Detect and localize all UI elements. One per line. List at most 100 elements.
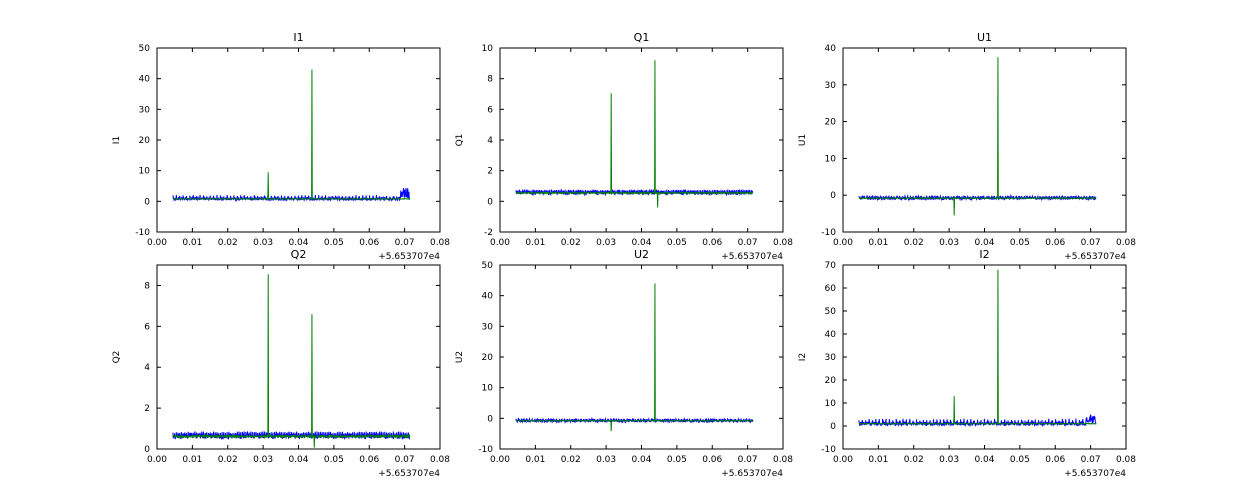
y-tick-label: 0 <box>830 191 836 201</box>
x-tick-label: 0.06 <box>359 455 379 465</box>
series-green <box>172 274 411 448</box>
subplot-u2: 0.00 0.01 0.02 0.03 0.04 0.05 0.06 0.07 0.08 -10 0… <box>455 248 793 479</box>
y-tick-label: 30 <box>825 353 837 363</box>
x-tick-label: 0.03 <box>253 455 273 465</box>
y-tick-label: 50 <box>825 307 837 317</box>
x-tick-label: 0.02 <box>904 238 924 248</box>
y-axis-label: U1 <box>798 134 808 146</box>
x-tick-label: 0.04 <box>974 455 994 465</box>
x-tick-label: 0.08 <box>1116 455 1136 465</box>
x-tick-label: 0.03 <box>596 455 616 465</box>
y-tick-label: -10 <box>821 228 836 238</box>
x-tick-label: 0.05 <box>667 238 687 248</box>
series-green <box>172 69 411 200</box>
y-tick-label: 10 <box>482 384 494 394</box>
x-tick-label: 0.04 <box>974 238 994 248</box>
y-tick-label: -10 <box>478 445 493 455</box>
x-tick-label: 0.02 <box>218 238 238 248</box>
y-tick-label: -10 <box>821 445 836 455</box>
y-tick-label: 6 <box>487 105 493 115</box>
x-tick-label: 0.04 <box>288 238 308 248</box>
y-tick-label: 2 <box>487 167 493 177</box>
x-offset-label: +5.653707e4 <box>378 469 440 479</box>
x-tick-label: 0.00 <box>490 455 510 465</box>
y-tick-label: 10 <box>825 399 837 409</box>
x-tick-label: 0.04 <box>631 455 651 465</box>
y-tick-label: 4 <box>144 363 150 373</box>
subplot-i1: 0.00 0.01 0.02 0.03 0.04 0.05 0.06 0.07 0.08 -10 0… <box>112 31 450 262</box>
x-tick-label: 0.07 <box>738 455 758 465</box>
series-green <box>515 283 754 432</box>
y-tick-label: 30 <box>482 322 494 332</box>
subplot-i2: 0.00 0.01 0.02 0.03 0.04 0.05 0.06 0.07 0.08 -10 0… <box>798 248 1136 479</box>
subplot-title: U1 <box>977 31 992 44</box>
x-offset-label: +5.653707e4 <box>378 252 440 262</box>
x-tick-label: 0.06 <box>1045 455 1065 465</box>
y-tick-label: 8 <box>144 281 150 291</box>
subplot-u1: 0.00 0.01 0.02 0.03 0.04 0.05 0.06 0.07 0.08 -10 0… <box>798 31 1136 262</box>
y-tick-label: 8 <box>487 75 493 85</box>
x-tick-label: 0.01 <box>182 238 202 248</box>
y-tick-label: 2 <box>144 404 150 414</box>
x-tick-label: 0.07 <box>1081 238 1101 248</box>
y-tick-label: 0 <box>830 422 836 432</box>
subplot-title: Q1 <box>634 31 650 44</box>
axes-frame <box>499 264 784 450</box>
x-tick-label: 0.00 <box>490 238 510 248</box>
y-axis-label: U2 <box>455 351 465 363</box>
y-tick-label: 0 <box>144 445 150 455</box>
y-tick-label: 50 <box>139 44 151 54</box>
x-tick-label: 0.05 <box>1010 455 1030 465</box>
x-tick-label: 0.05 <box>1010 238 1030 248</box>
axes-frame <box>499 47 784 233</box>
x-tick-label: 0.08 <box>430 238 450 248</box>
x-tick-label: 0.02 <box>561 455 581 465</box>
axes-frame <box>156 47 441 233</box>
x-tick-label: 0.01 <box>868 455 888 465</box>
x-tick-label: 0.06 <box>359 238 379 248</box>
x-tick-label: 0.07 <box>738 238 758 248</box>
y-tick-label: 0 <box>487 197 493 207</box>
y-tick-label: -2 <box>484 228 493 238</box>
x-tick-label: 0.07 <box>395 455 415 465</box>
axes-frame <box>156 264 441 450</box>
x-tick-label: 0.02 <box>904 455 924 465</box>
axes-frame <box>842 47 1127 233</box>
y-tick-label: 20 <box>139 136 151 146</box>
y-tick-label: 30 <box>139 105 151 115</box>
y-tick-label: 70 <box>825 261 837 271</box>
y-tick-label: 30 <box>825 81 837 91</box>
x-tick-label: 0.04 <box>288 455 308 465</box>
subplot-title: U2 <box>634 248 649 261</box>
x-offset-label: +5.653707e4 <box>721 469 783 479</box>
x-tick-label: 0.05 <box>324 455 344 465</box>
y-tick-label: 0 <box>487 414 493 424</box>
x-tick-label: 0.05 <box>324 238 344 248</box>
y-tick-label: 20 <box>825 118 837 128</box>
series-green <box>858 57 1097 216</box>
y-tick-label: 10 <box>482 44 494 54</box>
x-tick-label: 0.07 <box>1081 455 1101 465</box>
x-tick-label: 0.02 <box>561 238 581 248</box>
x-tick-label: 0.03 <box>939 238 959 248</box>
x-tick-label: 0.01 <box>525 238 545 248</box>
subplot-title: I1 <box>293 31 303 44</box>
x-tick-label: 0.04 <box>631 238 651 248</box>
x-tick-label: 0.00 <box>147 238 167 248</box>
axes-frame <box>842 264 1127 450</box>
subplot-title: Q2 <box>291 248 307 261</box>
x-tick-label: 0.06 <box>702 455 722 465</box>
x-offset-label: +5.653707e4 <box>1064 469 1126 479</box>
y-tick-label: 20 <box>482 353 494 363</box>
x-tick-label: 0.07 <box>395 238 415 248</box>
y-tick-label: 10 <box>825 154 837 164</box>
y-axis-label: Q1 <box>455 134 465 147</box>
y-tick-label: 10 <box>139 167 151 177</box>
x-tick-label: 0.08 <box>773 238 793 248</box>
x-tick-label: 0.00 <box>147 455 167 465</box>
y-tick-label: 40 <box>825 44 837 54</box>
x-tick-label: 0.08 <box>430 455 450 465</box>
x-tick-label: 0.03 <box>596 238 616 248</box>
y-tick-label: -10 <box>135 228 150 238</box>
